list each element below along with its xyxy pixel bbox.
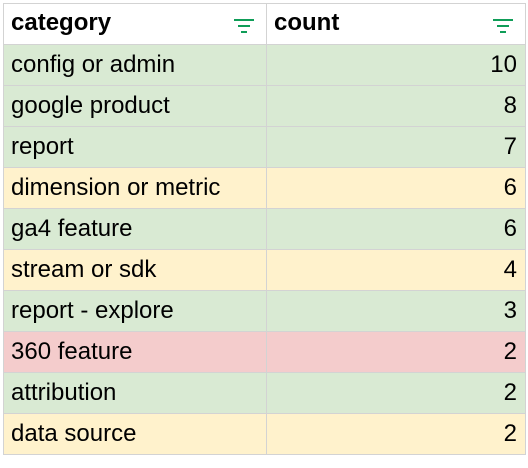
category-cell[interactable]: report - explore [3, 290, 267, 332]
count-cell[interactable]: 2 [266, 413, 526, 455]
header-cell-count[interactable]: count [266, 3, 526, 45]
filter-icon[interactable] [231, 17, 257, 35]
count-cell[interactable]: 2 [266, 372, 526, 414]
table-row: config or admin 10 [3, 44, 526, 86]
category-cell[interactable]: ga4 feature [3, 208, 267, 250]
category-cell[interactable]: data source [3, 413, 267, 455]
category-cell[interactable]: config or admin [3, 44, 267, 86]
table-row: report 7 [3, 126, 526, 168]
data-table: category count [3, 3, 526, 455]
header-row: category count [3, 3, 526, 45]
sheet-top-edge [0, 0, 528, 3]
filter-icon[interactable] [490, 17, 516, 35]
header-label-count: count [274, 9, 340, 36]
count-cell[interactable]: 10 [266, 44, 526, 86]
count-cell[interactable]: 6 [266, 208, 526, 250]
header-label-category: category [11, 9, 112, 36]
table-row: ga4 feature 6 [3, 208, 526, 250]
count-cell[interactable]: 6 [266, 167, 526, 209]
table-row: stream or sdk 4 [3, 249, 526, 291]
category-cell[interactable]: report [3, 126, 267, 168]
category-cell[interactable]: stream or sdk [3, 249, 267, 291]
table-row: dimension or metric 6 [3, 167, 526, 209]
table-row: 360 feature 2 [3, 331, 526, 373]
count-cell[interactable]: 3 [266, 290, 526, 332]
count-cell[interactable]: 2 [266, 331, 526, 373]
table-row: data source 2 [3, 413, 526, 455]
table-row: attribution 2 [3, 372, 526, 414]
count-cell[interactable]: 8 [266, 85, 526, 127]
table-row: google product 8 [3, 85, 526, 127]
header-cell-category[interactable]: category [3, 3, 267, 45]
table-row: report - explore 3 [3, 290, 526, 332]
category-cell[interactable]: dimension or metric [3, 167, 267, 209]
category-cell[interactable]: 360 feature [3, 331, 267, 373]
category-cell[interactable]: google product [3, 85, 267, 127]
category-cell[interactable]: attribution [3, 372, 267, 414]
count-cell[interactable]: 4 [266, 249, 526, 291]
count-cell[interactable]: 7 [266, 126, 526, 168]
